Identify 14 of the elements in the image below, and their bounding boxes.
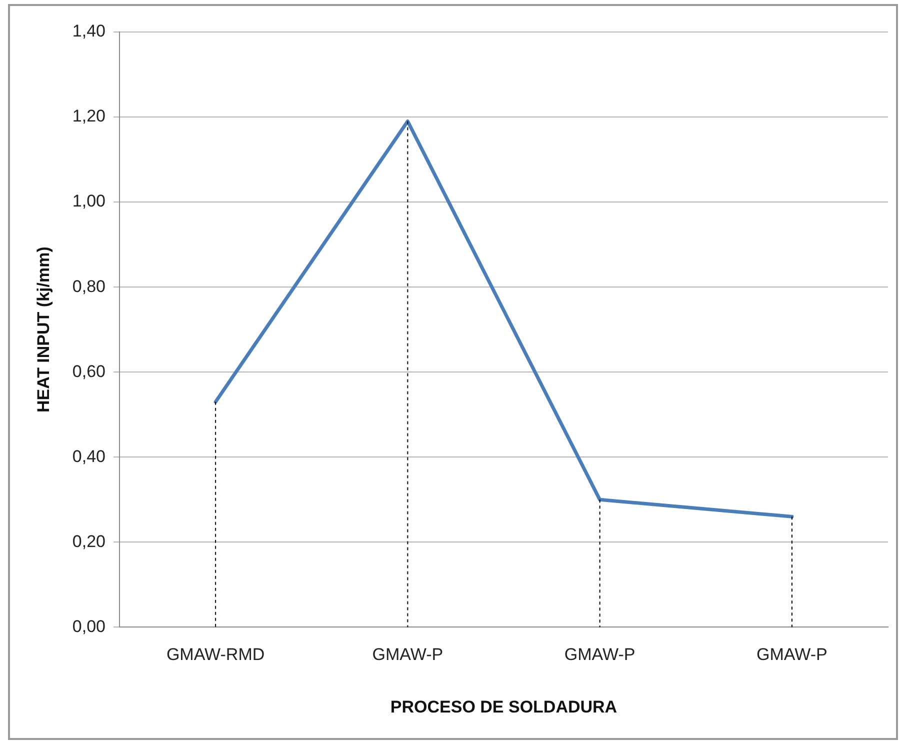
x-axis-title: PROCESO DE SOLDADURA: [390, 697, 618, 716]
x-tick-label: GMAW-RMD: [166, 645, 265, 664]
y-tick-label: 0,00: [72, 616, 106, 636]
x-tick-label: GMAW-P: [564, 645, 636, 664]
x-tick-label: GMAW-P: [756, 645, 828, 664]
y-tick-label: 1,40: [72, 22, 106, 41]
y-tick-label: 0,80: [72, 276, 106, 296]
y-tick-label: 0,20: [72, 532, 106, 551]
x-tick-label: GMAW-P: [372, 645, 444, 664]
y-tick-label: 0,40: [72, 446, 106, 466]
y-tick-label: 0,60: [72, 362, 106, 381]
y-axis-title: HEAT INPUT (kj/mm): [34, 246, 53, 413]
y-tick-label: 1,00: [72, 192, 106, 211]
y-tick-label: 1,20: [72, 106, 106, 126]
